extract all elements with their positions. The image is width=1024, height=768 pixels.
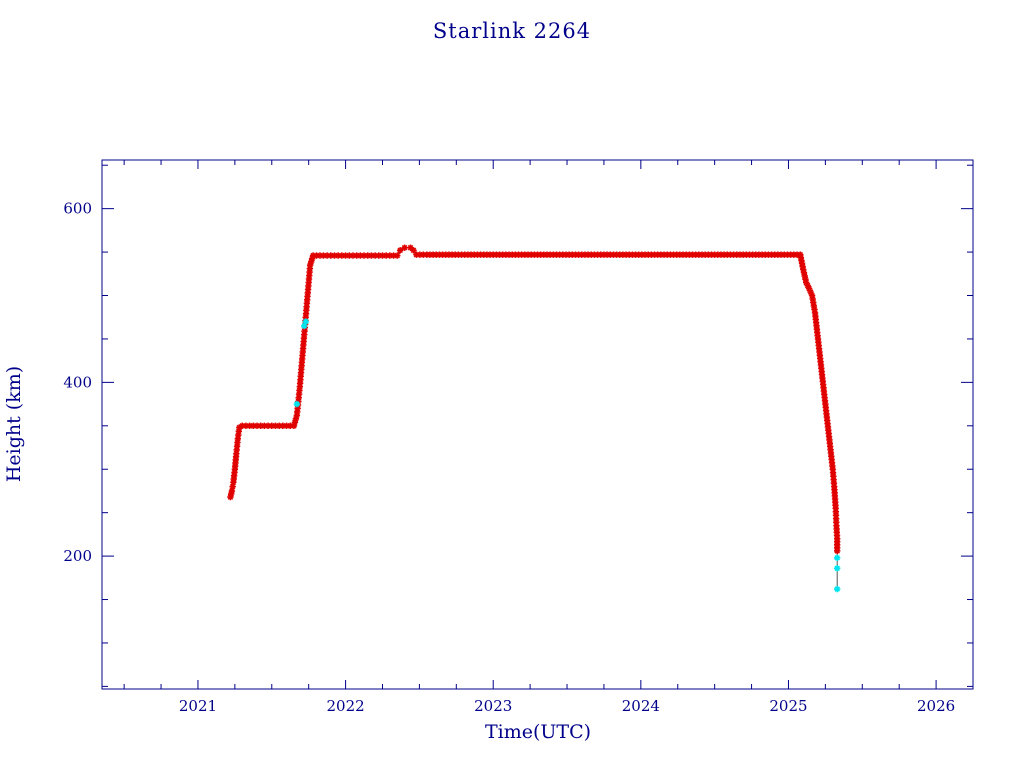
data-point-red <box>829 462 836 470</box>
data-point-red <box>420 251 427 258</box>
data-point-red <box>235 428 243 435</box>
data-point-red <box>708 251 715 258</box>
data-point-red <box>232 453 240 460</box>
data-point-red <box>264 422 272 430</box>
x-tick-label: 2022 <box>326 697 364 715</box>
data-point-red <box>296 387 303 394</box>
data-point-red <box>442 251 449 258</box>
data-point-red <box>619 251 627 258</box>
data-point-red <box>597 251 604 258</box>
data-point-red <box>826 436 833 444</box>
data-point-red <box>833 519 840 526</box>
y-tick-label: 200 <box>63 547 92 565</box>
y-tick-label: 600 <box>63 200 92 218</box>
data-point-red <box>814 332 821 339</box>
data-point-cyan <box>293 400 301 408</box>
data-point-red <box>316 252 324 259</box>
chart-title: Starlink 2264 <box>433 19 591 43</box>
data-point-red <box>287 422 294 430</box>
data-point-red <box>299 352 306 359</box>
data-point-red <box>811 306 818 313</box>
data-point-red <box>464 251 472 258</box>
axis-ticks <box>102 160 974 689</box>
data-point-red <box>346 252 353 259</box>
data-point-red <box>730 251 737 258</box>
data-point-red <box>257 422 264 430</box>
data-point-red <box>242 422 250 430</box>
data-point-red <box>531 251 538 258</box>
data-point-red <box>664 251 671 258</box>
data-point-red <box>300 334 308 342</box>
data-point-cyan <box>833 585 841 593</box>
data-point-red <box>752 251 759 258</box>
data-point-red <box>306 265 314 272</box>
data-point-red <box>820 384 827 392</box>
series-connector <box>229 247 838 590</box>
data-point-red <box>390 252 397 259</box>
data-point-red <box>305 282 312 290</box>
x-tick-label: 2024 <box>622 697 660 715</box>
data-point-red <box>807 288 814 296</box>
x-axis-label: Time(UTC) <box>485 721 591 743</box>
tick-labels: 2021 2022 2023 2024 2025 2026 200 400 600 <box>63 200 955 715</box>
data-point-red <box>410 247 417 254</box>
data-point-red <box>279 422 287 430</box>
data-point-red <box>297 369 305 377</box>
data-point-red <box>250 422 257 430</box>
data-point-red <box>272 422 279 430</box>
data-point-red <box>375 252 383 259</box>
data-point-red <box>508 251 516 258</box>
data-point-red <box>575 251 582 258</box>
data-point-red <box>486 251 494 258</box>
x-tick-label: 2021 <box>179 697 217 715</box>
data-point-red <box>397 247 404 254</box>
data-point-red <box>823 410 830 418</box>
data-point-red <box>292 415 300 423</box>
data-point-red <box>303 300 311 307</box>
data-point-red <box>833 544 841 552</box>
data-point-red <box>307 258 315 266</box>
plot-frame <box>101 159 974 690</box>
data-point-red <box>234 439 241 446</box>
data-point-red <box>401 244 408 251</box>
data-point-red <box>817 358 824 365</box>
data-point-red <box>229 483 236 490</box>
data-point-red <box>774 251 782 258</box>
y-axis-label: Height (km) <box>3 366 25 482</box>
data-point-red <box>686 251 693 258</box>
data-point-red <box>799 263 806 270</box>
x-tick-label: 2023 <box>474 697 512 715</box>
data-point-red <box>833 532 841 539</box>
data-point-cyan <box>302 318 309 325</box>
data-point-red <box>231 469 238 476</box>
data-point-red <box>804 282 811 289</box>
data-point-red <box>227 490 235 498</box>
data-point-red <box>331 252 338 259</box>
data-point-red <box>553 251 560 258</box>
x-tick-label: 2025 <box>769 697 807 715</box>
x-tick-label: 2026 <box>917 697 955 715</box>
data-point-red <box>832 502 839 509</box>
data-point-red <box>830 479 838 487</box>
data-point-red <box>802 276 809 283</box>
y-tick-label: 400 <box>63 373 92 391</box>
data-point-cyan <box>833 565 841 572</box>
data-point-red <box>308 255 316 262</box>
data-point-red <box>641 251 649 258</box>
data-point-red <box>360 252 368 259</box>
data-points <box>227 244 841 593</box>
data-point-cyan <box>833 554 841 562</box>
